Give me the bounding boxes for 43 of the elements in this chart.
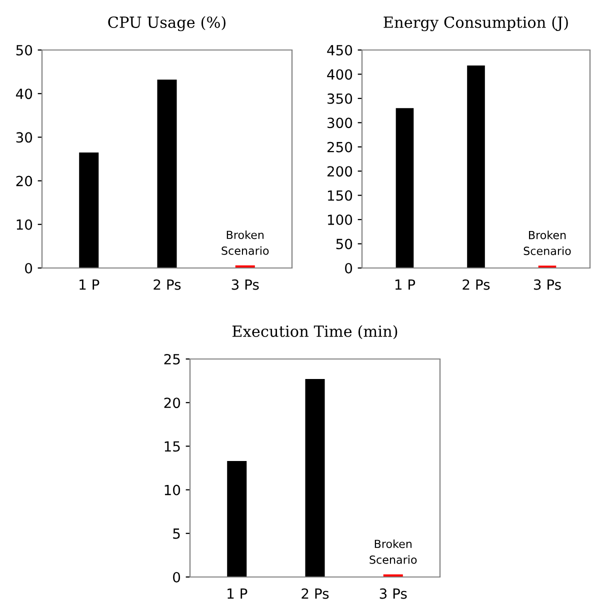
y-tick-label: 400 [327, 69, 352, 80]
bar [396, 108, 414, 268]
y-tick-label: 50 [336, 238, 352, 250]
y-tick-label: 40 [16, 88, 32, 100]
x-tick-label: 3 Ps [534, 279, 561, 290]
y-tick-label: 25 [164, 354, 180, 364]
chart-title: CPU Usage (%) [108, 16, 226, 32]
chart-title: Energy Consumption (J) [384, 16, 568, 32]
bar [305, 379, 325, 577]
x-tick-label: 3 Ps [232, 279, 259, 290]
bar [227, 461, 247, 577]
y-tick-label: 5 [173, 528, 180, 539]
y-tick-label: 10 [164, 484, 180, 496]
y-tick-label: 100 [328, 214, 352, 226]
y-tick-label: 0 [25, 262, 32, 274]
chart-title: Execution Time (min) [232, 325, 398, 340]
x-tick-label: 1 P [395, 280, 416, 290]
x-tick-label: 2 Ps [462, 279, 490, 290]
y-tick-label: 0 [345, 262, 352, 274]
y-tick-label: 30 [16, 132, 32, 143]
y-tick-label: 250 [327, 142, 352, 152]
y-tick-label: 450 [327, 44, 352, 56]
y-tick-label: 300 [328, 118, 352, 128]
y-tick-label: 350 [328, 93, 352, 104]
x-tick-label: 3 Ps [380, 588, 407, 599]
y-tick-label: 20 [164, 398, 180, 408]
bar [467, 66, 485, 268]
x-tick-label: 2 Ps [154, 279, 181, 290]
annotation: Broken Scenario [222, 230, 269, 255]
y-tick-label: 150 [328, 190, 352, 201]
y-tick-label: 20 [16, 176, 32, 186]
annotation: Broken Scenario [370, 539, 417, 564]
annotation: Broken Scenario [524, 230, 571, 256]
y-tick-label: 0 [173, 572, 180, 582]
x-tick-label: 1 P [228, 588, 248, 599]
y-tick-label: 10 [16, 219, 32, 230]
x-tick-label: 1 P [80, 280, 100, 290]
bar [157, 80, 177, 268]
y-tick-label: 50 [16, 44, 32, 56]
bar [79, 152, 99, 268]
y-tick-label: 200 [327, 166, 352, 177]
y-tick-label: 15 [164, 441, 180, 452]
x-tick-label: 2 Ps [302, 588, 329, 599]
